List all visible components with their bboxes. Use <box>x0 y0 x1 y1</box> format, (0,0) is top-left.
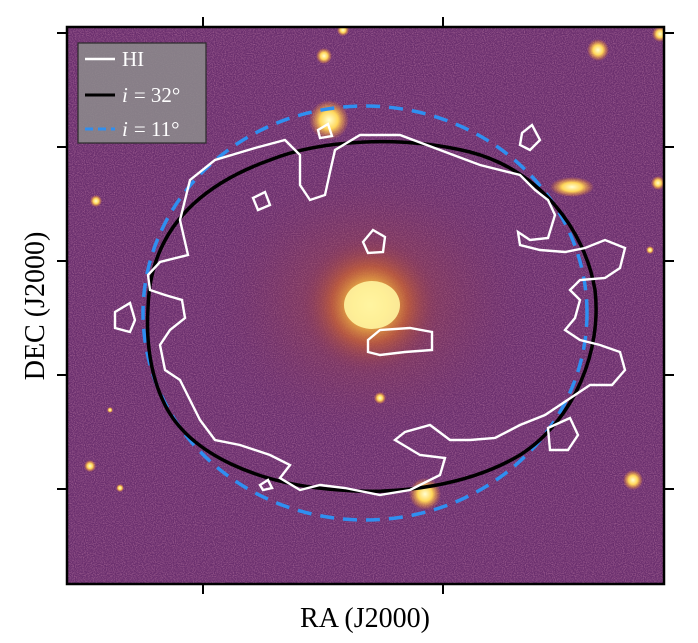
hi-contour <box>113 122 627 497</box>
legend: HI i = 32° i = 11° <box>77 42 207 144</box>
legend-i32-label: i = 32° <box>122 83 180 107</box>
legend-hi-label: HI <box>122 47 144 71</box>
model-i11-contour <box>141 104 589 522</box>
y-axis-label: DEC (J2000) <box>20 232 51 381</box>
model-i32-contour <box>145 139 598 493</box>
plot-frame <box>65 25 666 586</box>
axis-ticks <box>57 17 674 594</box>
x-axis-label: RA (J2000) <box>300 603 430 634</box>
stars <box>84 27 664 510</box>
legend-i11-label: i = 11° <box>122 117 180 141</box>
